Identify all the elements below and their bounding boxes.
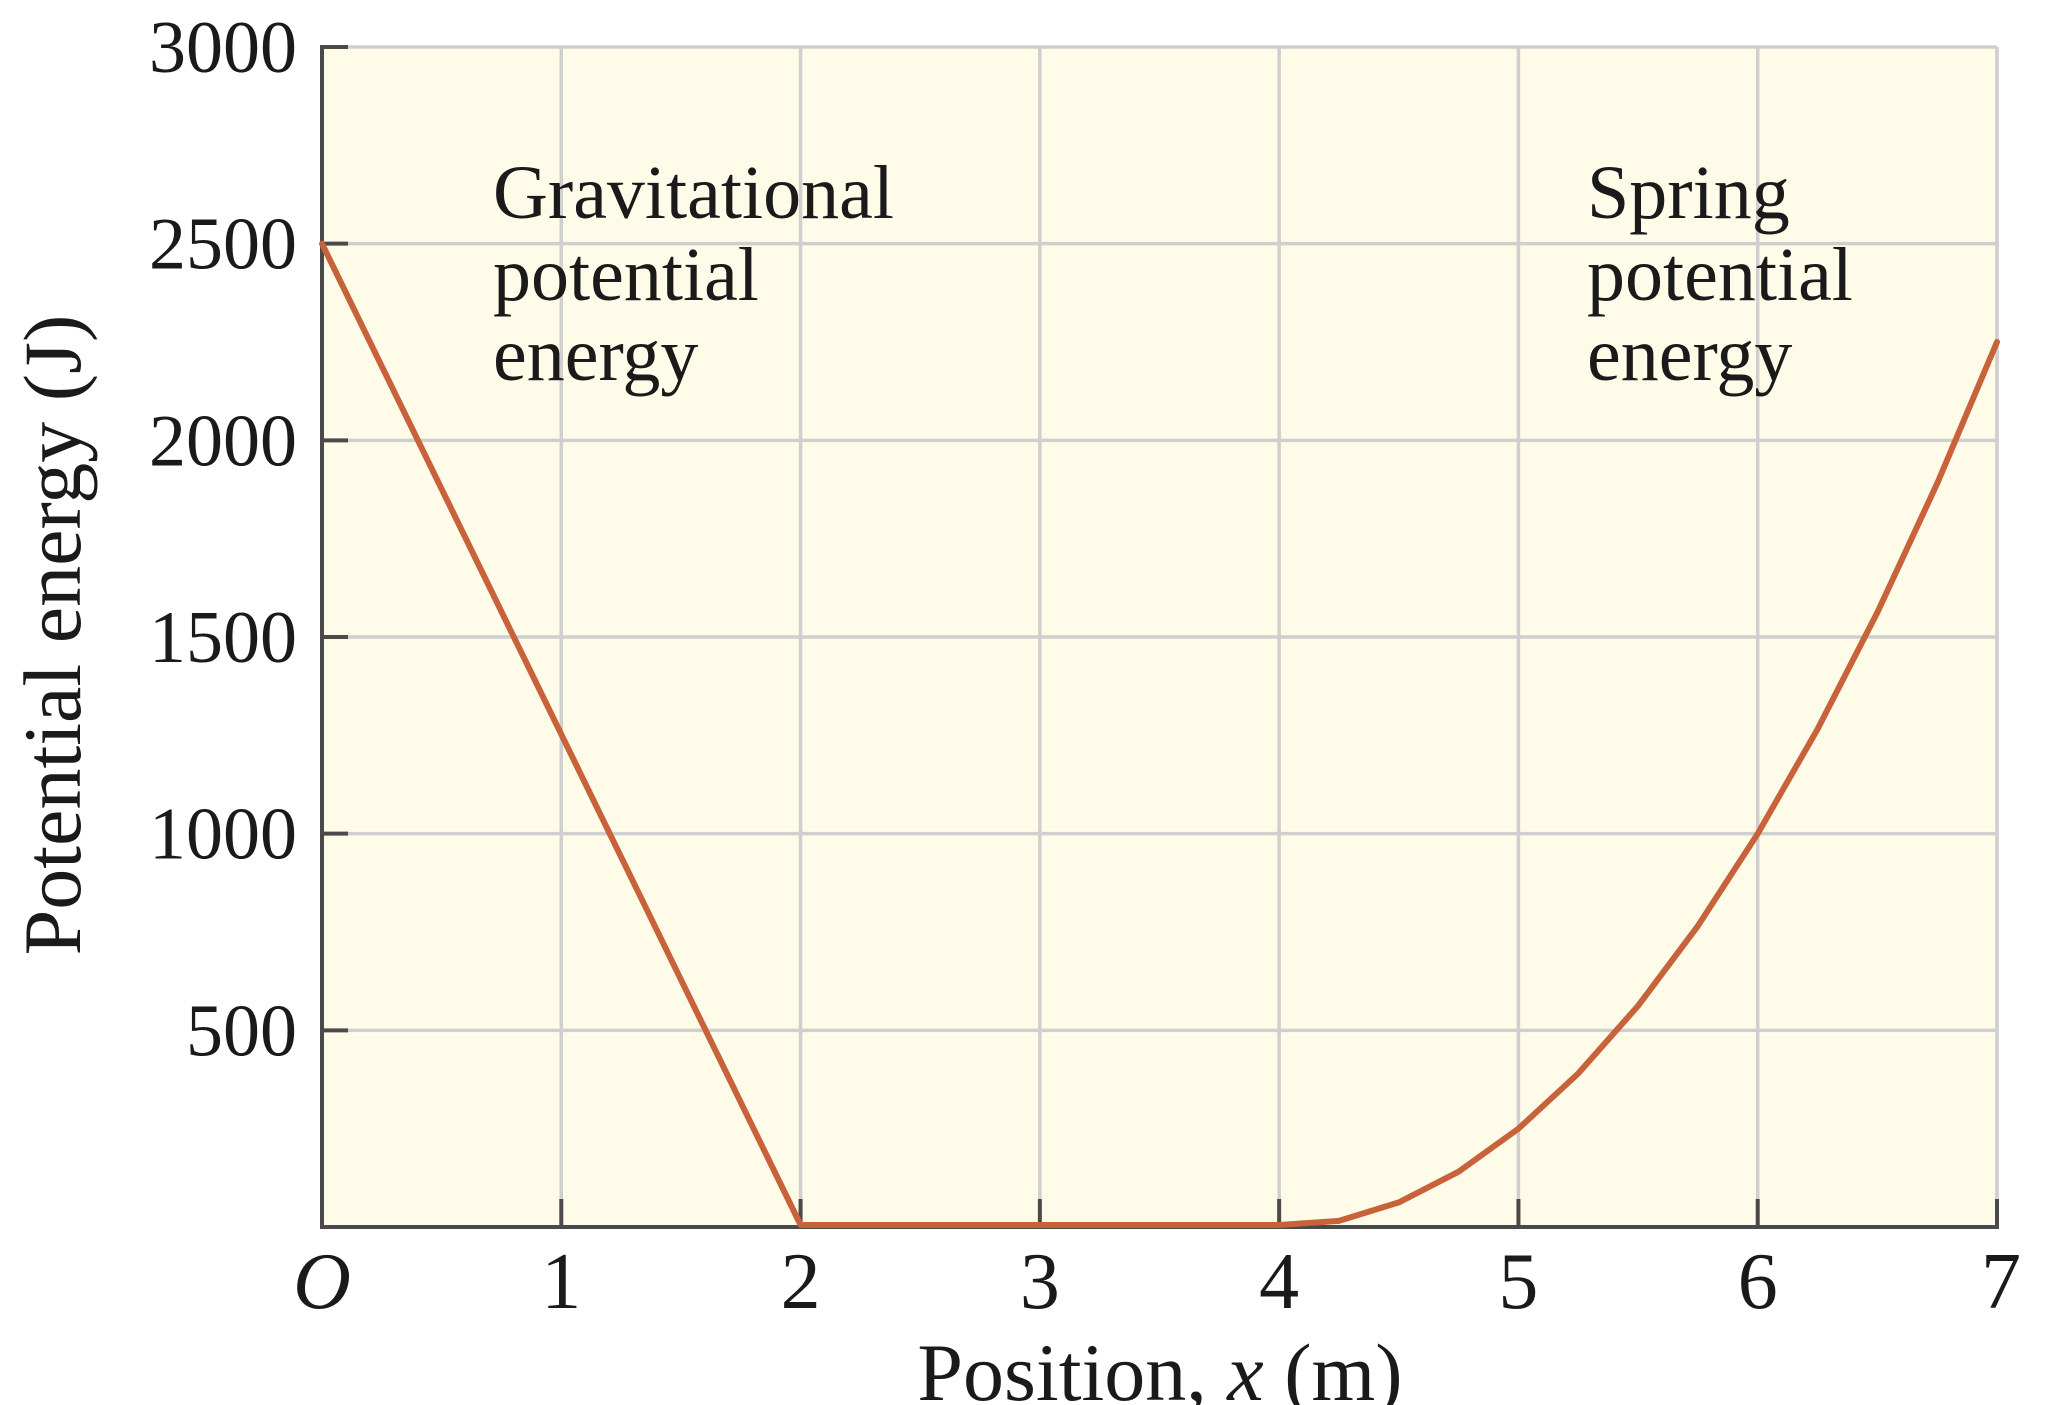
x-axis-label: Position, x (m) xyxy=(917,1327,1402,1405)
annotation-line: Gravitational xyxy=(493,151,894,235)
annotation-line: Spring xyxy=(1587,151,1790,235)
annotation-line: potential xyxy=(1587,233,1853,317)
annotation-gravitational-potential-energy: Gravitational potential energy xyxy=(493,151,894,397)
potential-energy-curve xyxy=(319,240,2000,1228)
y-tick-labels: 500 1000 1500 2000 2500 3000 xyxy=(149,7,297,1072)
annotation-spring-potential-energy: Spring potential energy xyxy=(1587,151,1853,397)
x-tick-label: 1 xyxy=(541,1238,581,1326)
tick-marks xyxy=(322,45,1999,1227)
y-tick-label: 1500 xyxy=(149,597,297,679)
x-axis-label-unit: (m) xyxy=(1264,1327,1403,1405)
y-tick-label: 1000 xyxy=(149,794,297,876)
x-tick-label: 2 xyxy=(781,1238,821,1326)
y-tick-label: 500 xyxy=(186,990,297,1072)
y-tick-label: 2500 xyxy=(149,204,297,286)
y-tick-label: 3000 xyxy=(149,7,297,89)
annotation-line: energy xyxy=(1587,313,1792,397)
x-tick-labels: O 1 2 3 4 5 6 7 xyxy=(293,1238,2021,1326)
x-axis-label-variable: x xyxy=(1226,1327,1263,1405)
x-tick-label: O xyxy=(293,1238,351,1326)
x-tick-label: 3 xyxy=(1020,1238,1060,1326)
annotation-line: energy xyxy=(493,313,698,397)
x-tick-label: 4 xyxy=(1259,1238,1299,1326)
gridlines xyxy=(322,45,1999,1227)
y-axis-label: Potential energy (J) xyxy=(7,315,98,956)
x-axis-label-prefix: Position, xyxy=(917,1327,1227,1405)
annotation-line: potential xyxy=(493,233,759,317)
y-tick-label: 2000 xyxy=(149,400,297,482)
x-tick-label: 6 xyxy=(1738,1238,1778,1326)
x-tick-label: 7 xyxy=(1981,1238,2021,1326)
x-tick-label: 5 xyxy=(1498,1238,1538,1326)
